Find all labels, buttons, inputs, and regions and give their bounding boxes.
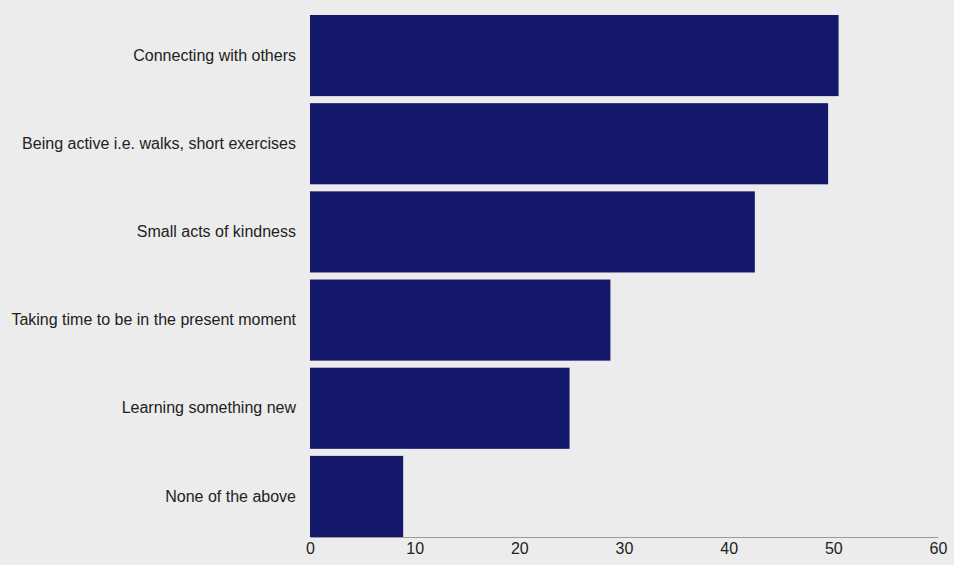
bar bbox=[310, 456, 403, 537]
category-label: Small acts of kindness bbox=[137, 223, 296, 240]
value-axis-line bbox=[311, 537, 939, 538]
category-tick: Taking time to be in the present moment bbox=[11, 311, 310, 328]
value-tick: 10 bbox=[406, 537, 424, 557]
value-tick: 40 bbox=[720, 537, 738, 557]
value-tick: 0 bbox=[306, 537, 315, 557]
category-tick: Learning something new bbox=[122, 399, 310, 416]
value-tick-label: 10 bbox=[406, 540, 424, 557]
value-tick: 30 bbox=[616, 537, 634, 557]
bar bbox=[310, 15, 839, 96]
bar bbox=[310, 191, 755, 272]
chart-svg: Connecting with others Being active i.e. … bbox=[0, 0, 954, 565]
value-tick-label: 0 bbox=[306, 540, 315, 557]
category-tick: Small acts of kindness bbox=[137, 223, 310, 240]
category-label: None of the above bbox=[165, 488, 296, 505]
category-tick: Connecting with others bbox=[133, 47, 310, 64]
category-label: Being active i.e. walks, short exercises bbox=[22, 135, 296, 152]
value-axis: 0 10 20 30 40 50 60 bbox=[306, 537, 947, 557]
value-tick: 50 bbox=[825, 537, 843, 557]
category-axis: Connecting with others Being active i.e. … bbox=[11, 47, 310, 505]
bars bbox=[310, 15, 839, 537]
value-tick-label: 30 bbox=[616, 540, 634, 557]
value-tick-label: 50 bbox=[825, 540, 843, 557]
bar bbox=[310, 280, 610, 361]
value-tick-label: 60 bbox=[930, 540, 948, 557]
bar bbox=[310, 368, 570, 449]
category-label: Taking time to be in the present moment bbox=[11, 311, 296, 328]
chart-container: Connecting with others Being active i.e. … bbox=[0, 0, 954, 565]
value-tick-label: 20 bbox=[511, 540, 529, 557]
category-label: Connecting with others bbox=[133, 47, 296, 64]
value-tick: 60 bbox=[930, 537, 948, 557]
bar bbox=[310, 103, 828, 184]
background bbox=[0, 0, 954, 565]
category-tick: Being active i.e. walks, short exercises bbox=[22, 135, 310, 152]
value-tick-label: 40 bbox=[720, 540, 738, 557]
category-label: Learning something new bbox=[122, 399, 297, 416]
value-tick: 20 bbox=[511, 537, 529, 557]
category-tick: None of the above bbox=[165, 488, 310, 505]
